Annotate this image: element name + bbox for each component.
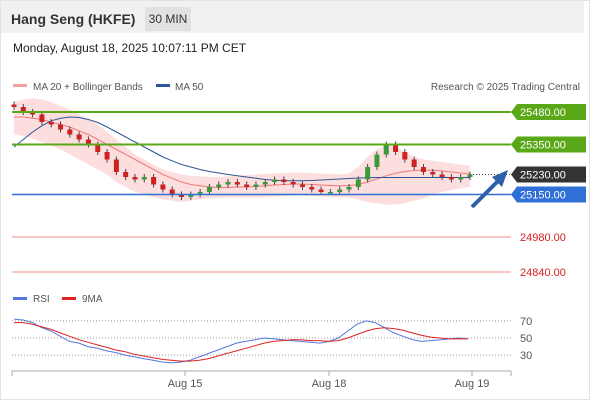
forecast-arrow-head [492, 170, 508, 187]
bollinger-legend-label: MA 20 + Bollinger Bands [33, 82, 143, 93]
candle-body [132, 177, 138, 180]
candle-body [76, 134, 82, 140]
candle-body [104, 152, 110, 160]
candle-body [402, 152, 408, 160]
candle-body [206, 187, 212, 192]
header-bar: Hang Seng (HKFE) 30 MIN [1, 1, 584, 33]
candle-body [244, 184, 250, 187]
candle-body [48, 122, 54, 125]
candle-body [355, 179, 361, 187]
candle-body [439, 174, 445, 177]
candle-body [151, 177, 157, 185]
candle-body [458, 177, 464, 180]
bollinger-band-layer [14, 98, 470, 205]
instrument-title: Hang Seng (HKFE) [11, 11, 136, 27]
candle-body [85, 139, 91, 145]
candle-body [225, 182, 231, 185]
candle-body [346, 187, 352, 190]
candle-body [95, 144, 101, 152]
forecast-arrow-shaft [470, 176, 503, 209]
candle-body [160, 184, 166, 190]
candle-body [430, 172, 436, 175]
rsi-legend-swatch [13, 297, 27, 300]
ma50-legend-swatch [156, 84, 170, 87]
candle-body [216, 184, 222, 187]
candle-body [272, 179, 278, 182]
level-layer: 25480.00 25350.00 25230.00 25150.00 24980.00… [12, 104, 586, 279]
ma50-legend-label: MA 50 [175, 82, 204, 93]
level-label: 25350.00 [520, 140, 566, 152]
candle-body [197, 192, 203, 195]
candle-body [420, 167, 426, 172]
level-label-box [511, 186, 586, 203]
candle-body [448, 177, 454, 180]
ma20-line [14, 116, 471, 188]
candle-body [169, 189, 175, 195]
candle-layer [11, 101, 473, 200]
bollinger-band-area [14, 98, 470, 205]
candle-body [365, 167, 371, 180]
candle-body [318, 189, 324, 192]
chart-datetime: Monday, August 18, 2025 10:07:11 PM CET [13, 41, 247, 55]
candle-body [141, 177, 147, 180]
moving-average-layer [13, 116, 471, 188]
candle-body [179, 194, 185, 197]
level-label: 25230.00 [520, 170, 566, 182]
level-label-box [511, 104, 586, 120]
rsi-layer: 70 50 30 [12, 316, 532, 364]
level-label: 24840.00 [520, 267, 566, 279]
candle-body [20, 107, 26, 112]
level-label: 24980.00 [520, 232, 566, 244]
candle-body [11, 104, 17, 107]
rsi-legend-label: RSI [33, 294, 50, 305]
x-axis-tick-label: Aug 18 [312, 378, 347, 390]
candle-body [188, 194, 194, 197]
candle-body [327, 192, 333, 194]
candle-body [309, 187, 315, 190]
rsi-tick-label: 30 [520, 350, 532, 362]
rsi-ma-legend-label: 9MA [82, 294, 103, 305]
x-axis-tick-label: Aug 15 [168, 378, 203, 390]
candle-body [262, 182, 268, 185]
candle-body [290, 182, 296, 185]
credit-label: Research © 2025 Trading Central [431, 82, 580, 93]
timeframe-button[interactable]: 30 MIN [145, 7, 191, 31]
rsi-ma-line [14, 322, 468, 362]
candle-body [253, 184, 259, 187]
candle-body [113, 159, 119, 172]
candle-body [281, 179, 287, 182]
rsi-ma-legend-swatch [62, 297, 76, 300]
candle-body [30, 112, 36, 115]
candle-body [39, 114, 45, 122]
level-label: 25150.00 [520, 190, 566, 202]
candle-body [467, 174, 473, 177]
candle-body [67, 129, 73, 135]
x-axis-tick-label: Aug 19 [455, 378, 490, 390]
rsi-line [13, 318, 469, 364]
rsi-tick-label: 50 [520, 333, 532, 345]
x-axis-layer: Aug 15 Aug 18 Aug 19 [11, 371, 512, 390]
rsi-tick-label: 70 [520, 316, 532, 328]
candle-body [374, 154, 380, 167]
candle-body [123, 172, 129, 177]
candle-body [234, 182, 240, 185]
candle-body [337, 189, 343, 192]
candle-body [411, 159, 417, 167]
candle-body [383, 144, 389, 155]
ma50-line [13, 116, 470, 182]
level-label: 25480.00 [520, 107, 566, 119]
level-label-box [511, 136, 586, 153]
candle-body [58, 124, 64, 130]
candle-body [393, 144, 399, 152]
level-label-box [511, 166, 586, 183]
candle-body [299, 184, 305, 187]
bollinger-legend-swatch [13, 84, 27, 87]
